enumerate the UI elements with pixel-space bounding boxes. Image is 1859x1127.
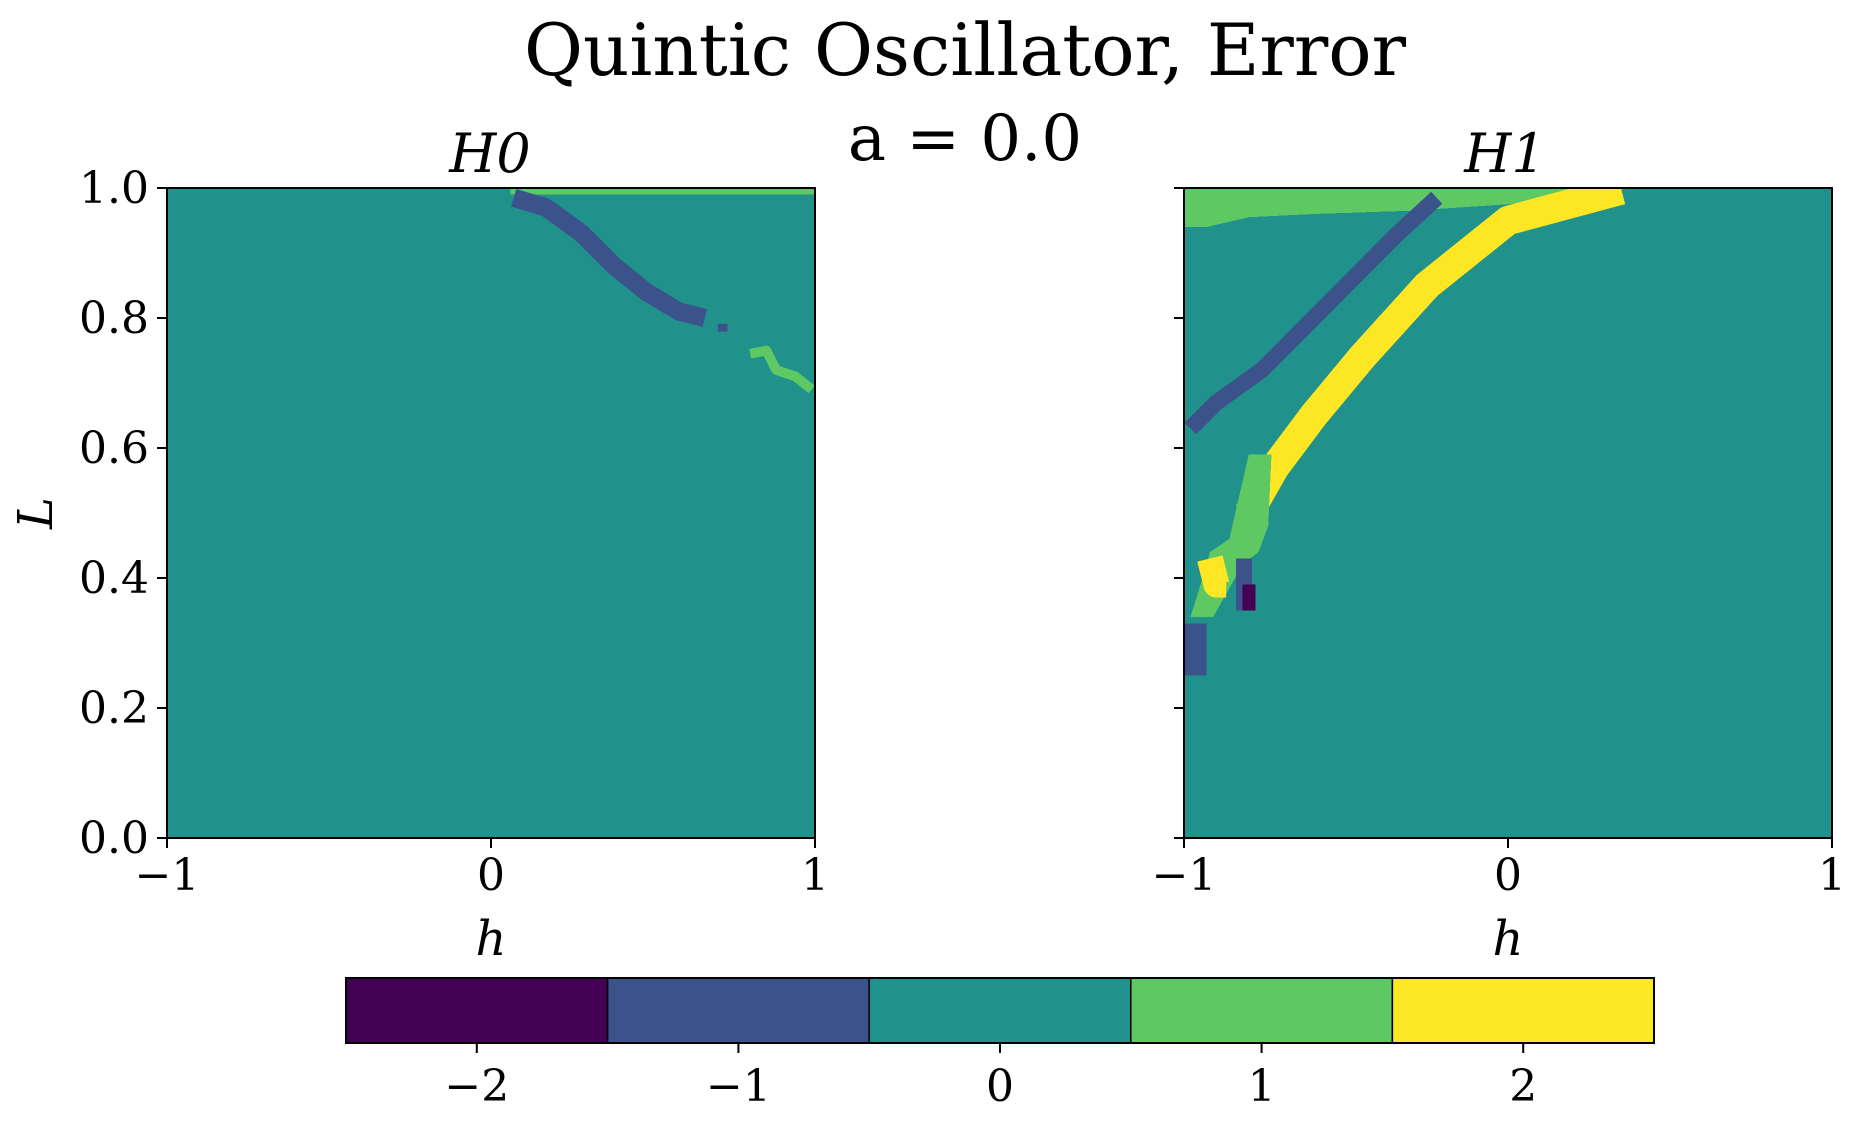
heatmap-panel-h0: H0 −1 0 1 0.0 0.2 0.4 0.6 0.8 1.0 h L — [8, 122, 829, 967]
x-tick-label: 1 — [1818, 850, 1846, 901]
y-tick-label: 0.0 — [79, 813, 149, 864]
colorbar-segment — [1391, 977, 1655, 1044]
colorbar-tick-label: −2 — [444, 1061, 509, 1112]
heatmap-region-0 — [1184, 188, 1628, 227]
x-axis-ticks-h1: −1 0 1 — [1152, 838, 1846, 901]
x-axis-label-h0: h — [476, 911, 507, 967]
colorbar-segment — [606, 977, 870, 1044]
colorbar-tick-label: 0 — [986, 1061, 1014, 1112]
y-tick-label: 0.6 — [79, 423, 149, 474]
heatmap-background — [1184, 188, 1832, 838]
y-axis-ticks-h1 — [1174, 187, 1184, 839]
colorbar-segment — [345, 977, 609, 1044]
y-axis-label: L — [8, 497, 64, 530]
panel-title-h1: H1 — [1463, 122, 1545, 185]
colorbar-segment — [868, 977, 1132, 1044]
heatmap-band-1 — [1236, 188, 1626, 521]
x-tick-label: 0 — [477, 850, 505, 901]
y-tick-label: 0.4 — [79, 553, 149, 604]
y-tick-label: 0.8 — [79, 293, 149, 344]
colorbar-tick-label: −1 — [706, 1061, 771, 1112]
colorbar-segment — [1130, 977, 1394, 1044]
x-tick-label: −1 — [1152, 850, 1217, 901]
colorbar-tick-label: 2 — [1509, 1061, 1537, 1112]
heatmap-region-5 — [1184, 623, 1207, 676]
y-tick-label: 1.0 — [79, 163, 149, 214]
heatmap-region-0 — [510, 188, 815, 195]
heatmap-band-1 — [511, 189, 708, 327]
heatmap-band-3 — [749, 345, 815, 394]
heatmap-region-7 — [1242, 584, 1256, 611]
heatmap-background — [167, 188, 815, 838]
heatmap-plot-h0 — [167, 188, 815, 838]
figure-title: Quintic Oscillator, Error — [524, 8, 1407, 92]
x-tick-label: 0 — [1494, 850, 1522, 901]
x-axis-ticks-h0: −1 0 1 — [135, 838, 829, 901]
x-tick-label: 1 — [801, 850, 829, 901]
heatmap-panel-h1: H1 −1 0 1 h — [1152, 122, 1846, 967]
colorbar: −2 −1 0 1 2 — [345, 977, 1655, 1112]
heatmap-band-3 — [1197, 555, 1230, 598]
panel-title-h0: H0 — [448, 122, 530, 185]
y-tick-label: 0.2 — [79, 683, 149, 734]
figure-subtitle: a = 0.0 — [848, 102, 1082, 176]
x-axis-label-h1: h — [1493, 911, 1524, 967]
colorbar-tick-label: 1 — [1248, 1061, 1276, 1112]
x-tick-label: −1 — [135, 850, 200, 901]
heatmap-plot-h1 — [1184, 188, 1832, 838]
colorbar-frame — [345, 977, 1655, 1044]
y-axis-ticks-h0: 0.0 0.2 0.4 0.6 0.8 1.0 — [79, 163, 167, 864]
heatmap-band-4 — [1184, 191, 1443, 435]
